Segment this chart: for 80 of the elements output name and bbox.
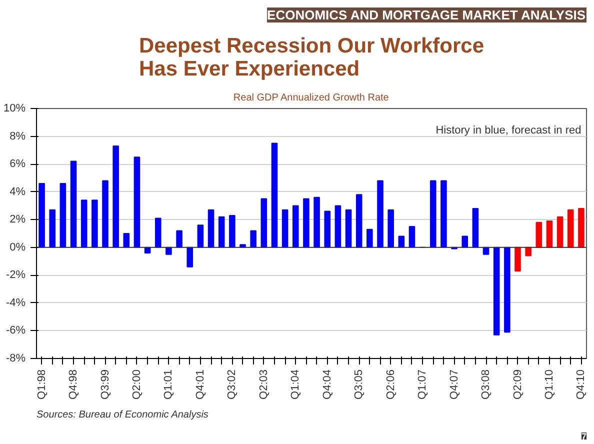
x-tick-label: Q2:00 bbox=[130, 369, 143, 400]
bar bbox=[292, 205, 299, 248]
bar bbox=[80, 200, 88, 248]
bar bbox=[92, 200, 98, 248]
x-tick-label: Q4:01 bbox=[194, 369, 206, 400]
bar bbox=[123, 233, 130, 248]
bar bbox=[567, 209, 574, 248]
bar bbox=[504, 246, 510, 333]
x-tick-label: Q2:09 bbox=[512, 369, 524, 400]
bar bbox=[303, 198, 310, 248]
bar bbox=[324, 210, 331, 248]
bar bbox=[578, 208, 584, 248]
x-tick-label: Q3:05 bbox=[353, 369, 366, 400]
bar bbox=[462, 236, 468, 248]
x-tick-label: Q3:02 bbox=[226, 369, 238, 400]
bar bbox=[208, 209, 214, 248]
text: ECONOMICS AND MORTGAGE MARKET ANALYSIS bbox=[267, 8, 586, 22]
bar bbox=[154, 218, 162, 248]
y-tick-label: 2% bbox=[10, 214, 26, 226]
x-tick-label: Q4:04 bbox=[321, 369, 334, 400]
x-tick-label: Q4:10 bbox=[575, 369, 588, 400]
y-tick-label: 8% bbox=[10, 130, 26, 142]
chart-subtitle: Real GDP Annualized Growth Rate bbox=[233, 92, 390, 104]
bar bbox=[514, 246, 521, 272]
bar bbox=[556, 216, 564, 248]
bar bbox=[536, 222, 542, 248]
x-tick-label: Q2:06 bbox=[384, 369, 397, 400]
y-tick-label: 0% bbox=[10, 241, 26, 254]
x-tick-label: Q3:99 bbox=[99, 369, 112, 400]
bar bbox=[218, 216, 225, 248]
chart-title: Deepest Recession Our Workforce Has Ever Experienced bbox=[138, 34, 484, 80]
bar bbox=[388, 209, 394, 248]
y-tick-label: -8% bbox=[6, 352, 26, 364]
bar bbox=[197, 224, 204, 248]
bar bbox=[472, 208, 479, 248]
x-tick-label: Q3:08 bbox=[480, 369, 492, 400]
bar bbox=[271, 142, 278, 248]
x-tick-label: Q2:03 bbox=[258, 369, 270, 400]
bar bbox=[366, 228, 373, 248]
x-tick-label: Q1:10 bbox=[543, 369, 556, 400]
bar bbox=[334, 205, 342, 248]
x-tick-label: Q1:98 bbox=[36, 369, 48, 400]
y-tick-label: 4% bbox=[10, 186, 26, 198]
bar bbox=[112, 146, 119, 248]
bar bbox=[260, 198, 268, 248]
bar bbox=[314, 196, 320, 248]
annotation: History in blue, forecast in red bbox=[436, 124, 582, 136]
bar bbox=[38, 183, 45, 248]
y-tick-label: 6% bbox=[10, 158, 26, 170]
bar bbox=[49, 209, 56, 248]
bar bbox=[345, 209, 352, 248]
x-tick-label: Q1:01 bbox=[162, 369, 175, 400]
bar bbox=[102, 180, 108, 248]
y-tick-label: -6% bbox=[6, 324, 26, 337]
bar bbox=[440, 180, 447, 248]
bar bbox=[546, 220, 553, 248]
bar bbox=[493, 246, 500, 336]
bar bbox=[60, 183, 66, 248]
bar bbox=[176, 230, 182, 248]
y-tick-label: -2% bbox=[6, 269, 26, 282]
bar bbox=[166, 246, 172, 255]
text: 7 bbox=[581, 432, 587, 442]
x-tick-label: Q1:04 bbox=[290, 369, 302, 400]
bar bbox=[356, 194, 362, 248]
bar bbox=[70, 160, 77, 248]
bar bbox=[377, 180, 384, 248]
x-tick-label: Q4:07 bbox=[448, 369, 460, 400]
y-tick-label: -4% bbox=[6, 296, 26, 309]
bar bbox=[525, 246, 532, 256]
bar bbox=[408, 226, 416, 248]
bar bbox=[186, 246, 194, 268]
x-tick-label: Q4:98 bbox=[68, 369, 80, 400]
bar bbox=[229, 214, 236, 248]
source-note: Sources: Bureau of Economic Analysis bbox=[36, 410, 208, 420]
bar bbox=[430, 180, 436, 248]
x-tick-label: Q1:07 bbox=[416, 369, 429, 400]
bar bbox=[134, 156, 140, 248]
bar bbox=[282, 209, 288, 248]
y-tick-label: 10% bbox=[3, 102, 26, 114]
bar bbox=[250, 230, 256, 248]
